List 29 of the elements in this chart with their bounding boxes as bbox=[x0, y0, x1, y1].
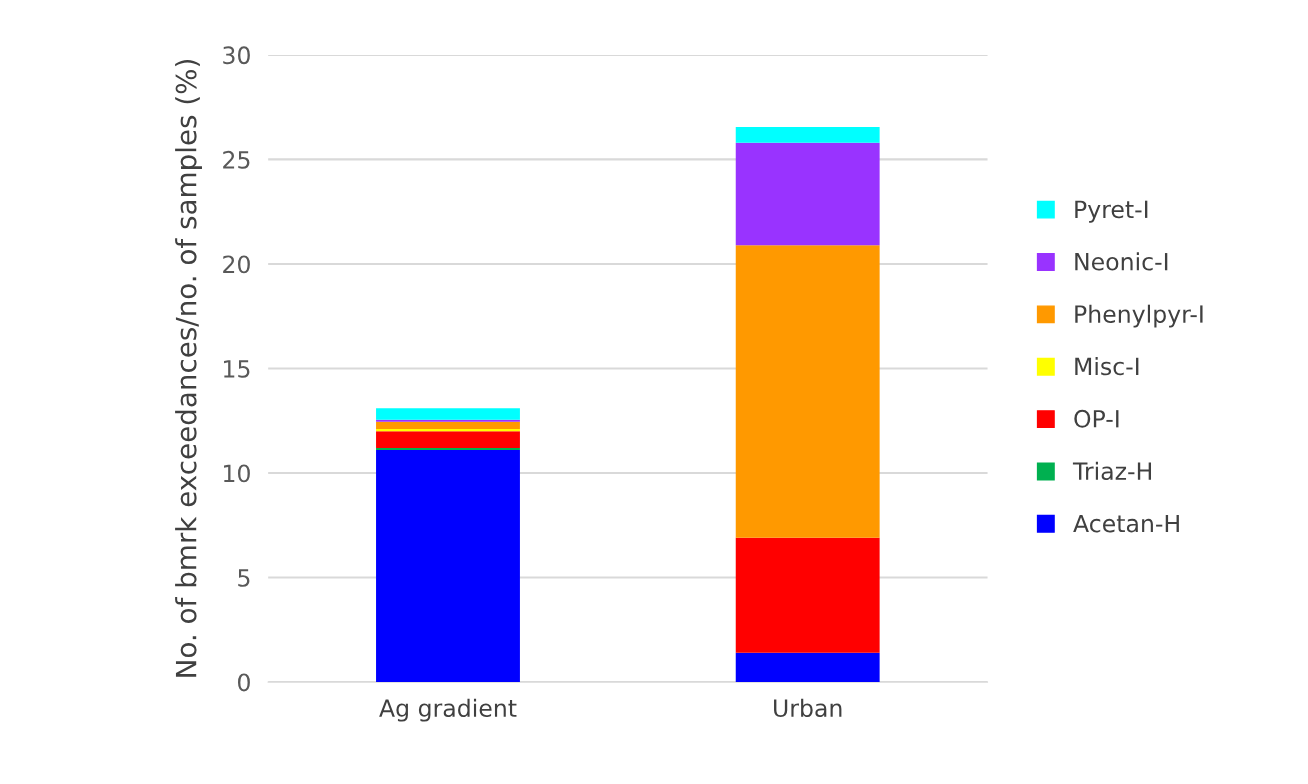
y-tick-label: 15 bbox=[224, 360, 250, 378]
y-tick-label: 30 bbox=[223, 46, 250, 65]
bar bbox=[735, 537, 880, 653]
y-tick-label: 5 bbox=[238, 569, 250, 587]
bar bbox=[376, 447, 520, 451]
bar bbox=[376, 408, 520, 420]
legend-label: Acetan-H bbox=[1073, 514, 1179, 533]
legend-label: Triaz-H bbox=[1072, 461, 1152, 481]
bar bbox=[376, 421, 520, 430]
legend-label: Neonic-I bbox=[1075, 252, 1168, 271]
legend-label: Pyret-I bbox=[1075, 200, 1148, 223]
x-tick-label: Ag gradient bbox=[379, 698, 517, 722]
y-tick-label: 0 bbox=[238, 673, 250, 692]
bar bbox=[376, 429, 520, 432]
y-tick-label: 10 bbox=[224, 464, 250, 483]
legend-label: Misc-I bbox=[1075, 357, 1139, 376]
x-tick-label: Urban bbox=[774, 698, 842, 718]
bar bbox=[735, 245, 880, 538]
bar bbox=[376, 450, 520, 683]
legend-label: OP-I bbox=[1074, 409, 1119, 428]
bar bbox=[735, 142, 880, 246]
y-tick-label: 20 bbox=[223, 255, 250, 274]
legend-label: Phenylpyr-I bbox=[1075, 304, 1203, 328]
bar bbox=[376, 431, 520, 448]
bar bbox=[735, 652, 880, 683]
bar bbox=[735, 127, 880, 143]
y-tick-label: 25 bbox=[223, 150, 250, 169]
y-axis-title: No. of bmrk exceedances/no. of samples (%) bbox=[175, 59, 202, 677]
bar bbox=[376, 419, 520, 422]
